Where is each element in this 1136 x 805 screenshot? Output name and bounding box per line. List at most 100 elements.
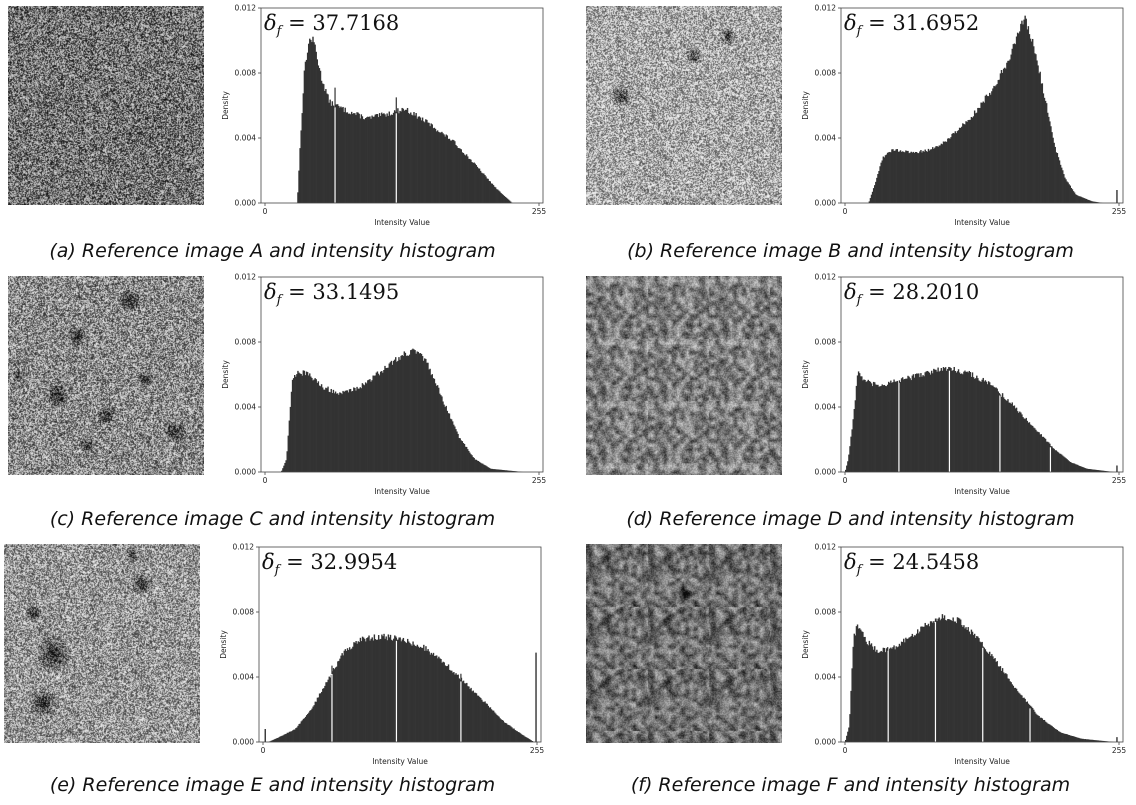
histogram-bar (455, 144, 457, 203)
histogram-bar (948, 619, 950, 742)
histogram-bar (1014, 687, 1017, 742)
histogram-bar (356, 112, 358, 203)
histogram-bar (1100, 740, 1103, 742)
histogram-bar (506, 470, 509, 472)
histogram-bar (360, 388, 363, 472)
histogram-bar (1062, 733, 1064, 742)
histogram-bar (366, 638, 368, 742)
histogram-bar (1054, 728, 1056, 742)
histogram-bar (970, 376, 973, 472)
histogram-bar (485, 465, 487, 472)
histogram-bar (950, 137, 952, 203)
histogram-bar (342, 655, 344, 742)
histogram-bar (947, 619, 949, 742)
histogram-bar (307, 713, 309, 742)
histogram-bar (299, 148, 301, 203)
histogram-bar (529, 739, 531, 742)
histogram-bar (514, 471, 516, 472)
y-tick-label: 0.004 (815, 134, 837, 143)
histogram-bar (884, 155, 887, 203)
histogram-bar (1060, 732, 1063, 742)
histogram-bar (871, 646, 874, 742)
y-tick-label: 0.000 (815, 199, 837, 208)
histogram-bar (378, 113, 381, 203)
histogram-bar (879, 651, 881, 742)
histogram-bar (431, 124, 433, 203)
histogram-bar (493, 469, 496, 472)
histogram-bar (527, 738, 529, 742)
histogram-bar (846, 465, 848, 472)
histogram-bar (356, 386, 358, 472)
histogram-bar (1069, 461, 1071, 472)
histogram-bar (414, 115, 416, 203)
histogram-bar (525, 737, 527, 742)
histogram-bar (1081, 197, 1083, 203)
y-axis-label: Density (801, 360, 810, 389)
histogram-gap (1029, 708, 1031, 742)
histogram-bar (435, 655, 438, 742)
histogram-bar (1062, 170, 1064, 203)
histogram-bars (845, 614, 1118, 742)
histogram-bar (470, 159, 472, 203)
histogram-bar (451, 139, 454, 203)
histogram-bar (382, 372, 384, 472)
histogram-bar (913, 635, 916, 742)
histogram-bar (287, 732, 290, 742)
histogram-bar (920, 373, 922, 472)
histogram-bar (983, 647, 986, 742)
histogram-bar (969, 119, 972, 203)
histogram-bar (930, 149, 933, 203)
histogram-bar (1078, 737, 1080, 742)
histogram-bar (357, 388, 359, 472)
histogram-bar (471, 161, 473, 203)
histogram-bar (1048, 442, 1050, 472)
histogram-bar (465, 154, 468, 203)
histogram-bar (878, 652, 880, 742)
histogram-bar (953, 133, 955, 203)
histogram-bar (1094, 201, 1096, 203)
histogram-bar (886, 152, 889, 203)
histogram-bar (972, 635, 975, 742)
histogram-bar (1102, 470, 1105, 472)
histogram-bar (889, 151, 891, 203)
histogram-bar (914, 635, 917, 742)
histogram-bar (482, 173, 484, 203)
x-tick-label: 255 (532, 207, 547, 216)
histogram-bar (377, 373, 380, 472)
histogram-bar (467, 449, 469, 472)
histogram-bar (885, 648, 888, 742)
histogram-bar (370, 381, 372, 472)
histogram-bar (998, 666, 1001, 742)
histogram-bar (994, 387, 996, 472)
histogram-gap (460, 681, 462, 742)
histogram-bar (353, 642, 355, 742)
histogram-bar (922, 375, 924, 472)
histogram-bar (373, 116, 375, 203)
histogram-bar (356, 643, 358, 742)
histogram-bar (494, 469, 497, 472)
histogram-bar (482, 701, 484, 742)
histogram-bar (875, 651, 877, 742)
histogram-bar (474, 459, 476, 472)
histogram-bar (413, 644, 415, 742)
y-tick-label: 0.012 (815, 4, 837, 13)
histogram-bar (943, 141, 946, 203)
histogram-bar (895, 646, 897, 742)
histogram-bar (289, 406, 292, 472)
histogram-bar (930, 370, 933, 472)
histogram-bar (331, 101, 334, 203)
histogram-bar (992, 88, 994, 203)
histogram-bar (871, 191, 874, 203)
histogram-bar (352, 391, 354, 472)
histogram-bar (1011, 48, 1013, 203)
histogram-bar (350, 111, 353, 203)
histogram-bar (919, 377, 921, 472)
histogram-bar (458, 437, 460, 472)
histogram-bar (925, 371, 928, 472)
histogram-bar (425, 119, 427, 203)
histogram-bar (956, 131, 959, 203)
histogram-bar (434, 128, 437, 203)
histogram-bar (511, 727, 513, 742)
histogram-bar (292, 730, 294, 742)
histogram-bar (379, 639, 381, 742)
